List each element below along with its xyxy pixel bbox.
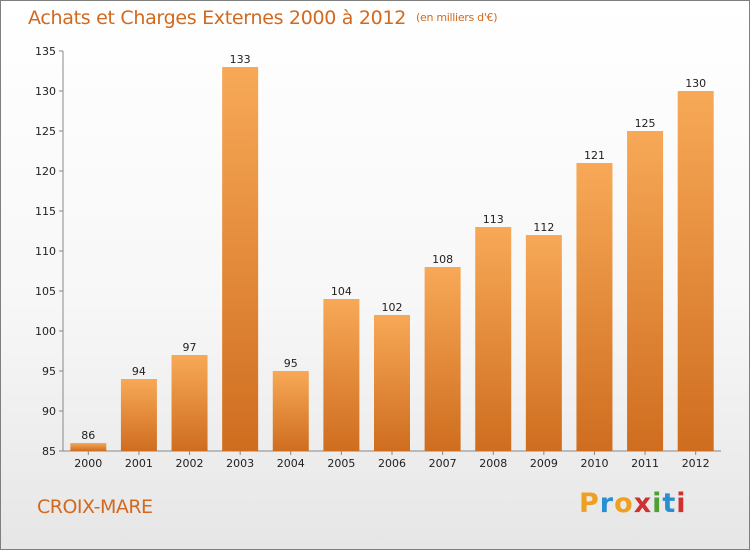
y-tick-label: 95	[42, 365, 56, 378]
x-tick-label: 2006	[378, 457, 406, 470]
x-tick-label: 2010	[580, 457, 608, 470]
bar-value-label: 112	[533, 221, 554, 234]
bar-2003	[222, 67, 259, 451]
x-tick-label: 2000	[74, 457, 102, 470]
commune-name: CROIX-MARE	[37, 496, 153, 518]
chart-title-text: Achats et Charges Externes 2000 à 2012	[28, 7, 407, 29]
x-tick-label: 2002	[176, 457, 204, 470]
chart-bars	[70, 67, 714, 451]
y-tick-label: 130	[35, 85, 56, 98]
bar-value-label: 94	[132, 365, 146, 378]
bar-2001	[120, 379, 157, 451]
bar-value-label: 104	[331, 285, 352, 298]
bar-2004	[272, 371, 309, 451]
bar-2000	[70, 443, 107, 451]
x-tick-label: 2009	[530, 457, 558, 470]
bar-value-label: 95	[284, 357, 298, 370]
bar-value-label: 102	[382, 301, 403, 314]
x-tick-label: 2001	[125, 457, 153, 470]
y-tick-label: 120	[35, 165, 56, 178]
chart-subtitle: (en milliers d'€)	[416, 11, 498, 24]
x-tick-label: 2004	[277, 457, 305, 470]
y-tick-label: 90	[42, 405, 56, 418]
bar-value-label: 130	[685, 77, 706, 90]
bar-2009	[525, 235, 562, 451]
x-tick-label: 2003	[226, 457, 254, 470]
y-tick-label: 125	[35, 125, 56, 138]
bar-value-label: 133	[230, 53, 251, 66]
bar-2012	[677, 91, 714, 451]
bar-2002	[171, 355, 208, 451]
y-tick-label: 85	[42, 445, 56, 458]
y-tick-label: 100	[35, 325, 56, 338]
x-tick-label: 2012	[682, 457, 710, 470]
bar-2008	[475, 227, 512, 451]
bar-value-label: 125	[635, 117, 656, 130]
bar-2006	[374, 315, 410, 451]
bar-value-label: 121	[584, 149, 605, 162]
bar-2010	[576, 163, 613, 451]
bar-value-label: 108	[432, 253, 453, 266]
bar-value-label: 86	[81, 429, 95, 442]
x-tick-label: 2011	[631, 457, 659, 470]
x-tick-label: 2005	[327, 457, 355, 470]
chart-title: Achats et Charges Externes 2000 à 2012 (e…	[28, 7, 498, 29]
bar-value-label: 113	[483, 213, 504, 226]
y-tick-label: 105	[35, 285, 56, 298]
bar-2005	[323, 299, 360, 451]
y-tick-label: 110	[35, 245, 56, 258]
y-tick-label: 115	[35, 205, 56, 218]
y-tick-label: 135	[35, 45, 56, 58]
x-tick-label: 2008	[479, 457, 507, 470]
chart-labels: 86 2000 94 2001 97 2002 133 2003 95 2004 104 2005 10…	[74, 53, 709, 470]
brand-logo: Proxiti	[579, 488, 687, 519]
bar-value-label: 97	[183, 341, 197, 354]
bar-2007	[424, 267, 461, 451]
bar-2011	[627, 131, 664, 451]
x-tick-label: 2007	[429, 457, 457, 470]
